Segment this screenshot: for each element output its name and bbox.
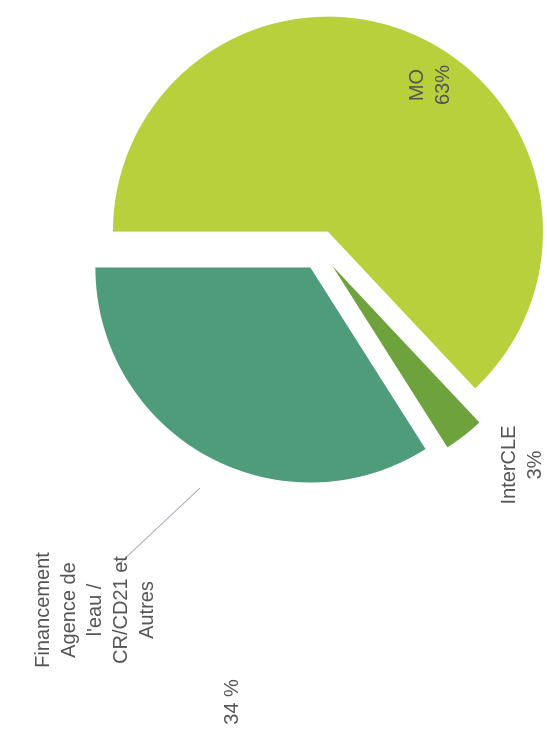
category-label: InterCLE [498,425,520,505]
value-label: 34 % [221,679,243,725]
pie-slice [95,267,426,483]
value-label: 63% [432,64,454,106]
label-mo: MO 63% [404,45,456,125]
label-financement-value: 34 % [219,662,245,742]
pie-slice [332,265,480,448]
label-financement: Financement Agence de l'eau / CR/CD21 et… [30,545,160,675]
label-intercle: InterCLE 3% [496,410,547,520]
category-label: Financement Agence de l'eau / CR/CD21 et… [32,552,158,668]
category-label: MO [406,68,428,102]
pie-slice [112,16,543,389]
leader-line [117,487,201,566]
value-label: 3% [524,450,546,480]
